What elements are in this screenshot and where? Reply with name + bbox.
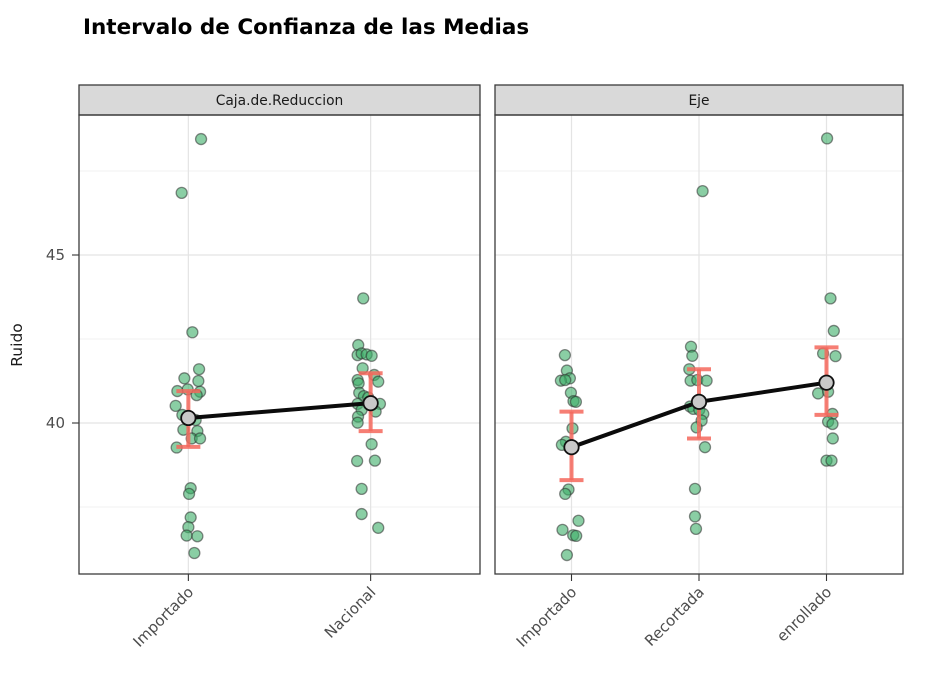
jitter-point xyxy=(686,349,699,362)
jitter-point xyxy=(556,523,569,536)
jitter-point xyxy=(700,374,713,387)
jitter-point xyxy=(350,454,364,468)
jitter-point xyxy=(188,546,201,560)
jitter-point xyxy=(372,375,385,388)
panel-border xyxy=(494,114,904,575)
jitter-point xyxy=(811,387,825,400)
jitter-point xyxy=(192,374,205,388)
panel-background xyxy=(79,115,480,574)
jitter-point xyxy=(826,432,839,445)
panel-border xyxy=(78,114,481,575)
jitter-point xyxy=(689,522,703,535)
jitter-point xyxy=(178,372,191,385)
y-tick-label: 45 xyxy=(46,246,65,264)
jitter-point xyxy=(827,324,840,338)
y-tick-label: 40 xyxy=(46,414,65,432)
x-tick-label: Importado xyxy=(513,583,581,651)
jitter-point xyxy=(355,482,368,496)
jitter-point xyxy=(175,186,188,199)
jitter-point xyxy=(357,292,370,305)
jitter-point xyxy=(572,514,585,527)
jitter-point xyxy=(368,454,382,467)
jitter-point xyxy=(186,326,199,339)
jitter-point xyxy=(688,482,702,496)
facet-panel: Importado Nacional Caja.de.Reduccion xyxy=(78,84,481,651)
x-tick-label: Nacional xyxy=(321,583,380,642)
jitter-point xyxy=(365,438,378,451)
jitter-point xyxy=(558,348,572,362)
facet-strip xyxy=(78,84,481,116)
mean-point xyxy=(690,393,708,410)
jitter-point xyxy=(193,432,207,445)
jitter-point xyxy=(355,507,368,521)
facet-strip-label: Eje xyxy=(688,93,709,109)
chart-title: Intervalo de Confianza de las Medias xyxy=(83,15,529,40)
jitter-point xyxy=(192,363,206,376)
jitter-point xyxy=(559,373,572,387)
jitter-point xyxy=(688,510,702,523)
jitter-point xyxy=(696,185,709,198)
mean-line xyxy=(186,401,373,420)
facet-panel: Importado Recortada enrollado Eje xyxy=(494,84,904,651)
mean-point xyxy=(563,439,580,456)
jitter-point xyxy=(570,529,583,543)
jitter-point xyxy=(560,548,574,562)
mean-point xyxy=(818,374,835,391)
mean-point xyxy=(362,395,379,412)
x-tick-label: Importado xyxy=(130,583,198,651)
jitter-point xyxy=(180,529,193,542)
jitter-point xyxy=(351,416,364,429)
y-axis-label: Ruido xyxy=(8,323,26,367)
jitter-point xyxy=(372,521,385,534)
jitter-point xyxy=(569,395,583,408)
jitter-point xyxy=(820,132,834,145)
jitter-point xyxy=(824,292,837,305)
jitter-point xyxy=(191,530,204,543)
facet-strip-label: Caja.de.Reduccion xyxy=(216,93,344,109)
jitter-point xyxy=(169,399,182,413)
jitter-point xyxy=(559,487,572,501)
jitter-point xyxy=(698,441,712,454)
jitter-point xyxy=(365,349,378,362)
x-tick-label: Recortada xyxy=(641,583,708,650)
mean-point xyxy=(180,409,197,427)
jitter-point xyxy=(182,487,196,501)
jitter-point xyxy=(825,454,838,467)
jitter-point xyxy=(194,132,208,146)
x-tick-label: enrollado xyxy=(773,583,835,645)
jitter-point xyxy=(826,417,839,431)
jitter-point xyxy=(829,349,842,363)
